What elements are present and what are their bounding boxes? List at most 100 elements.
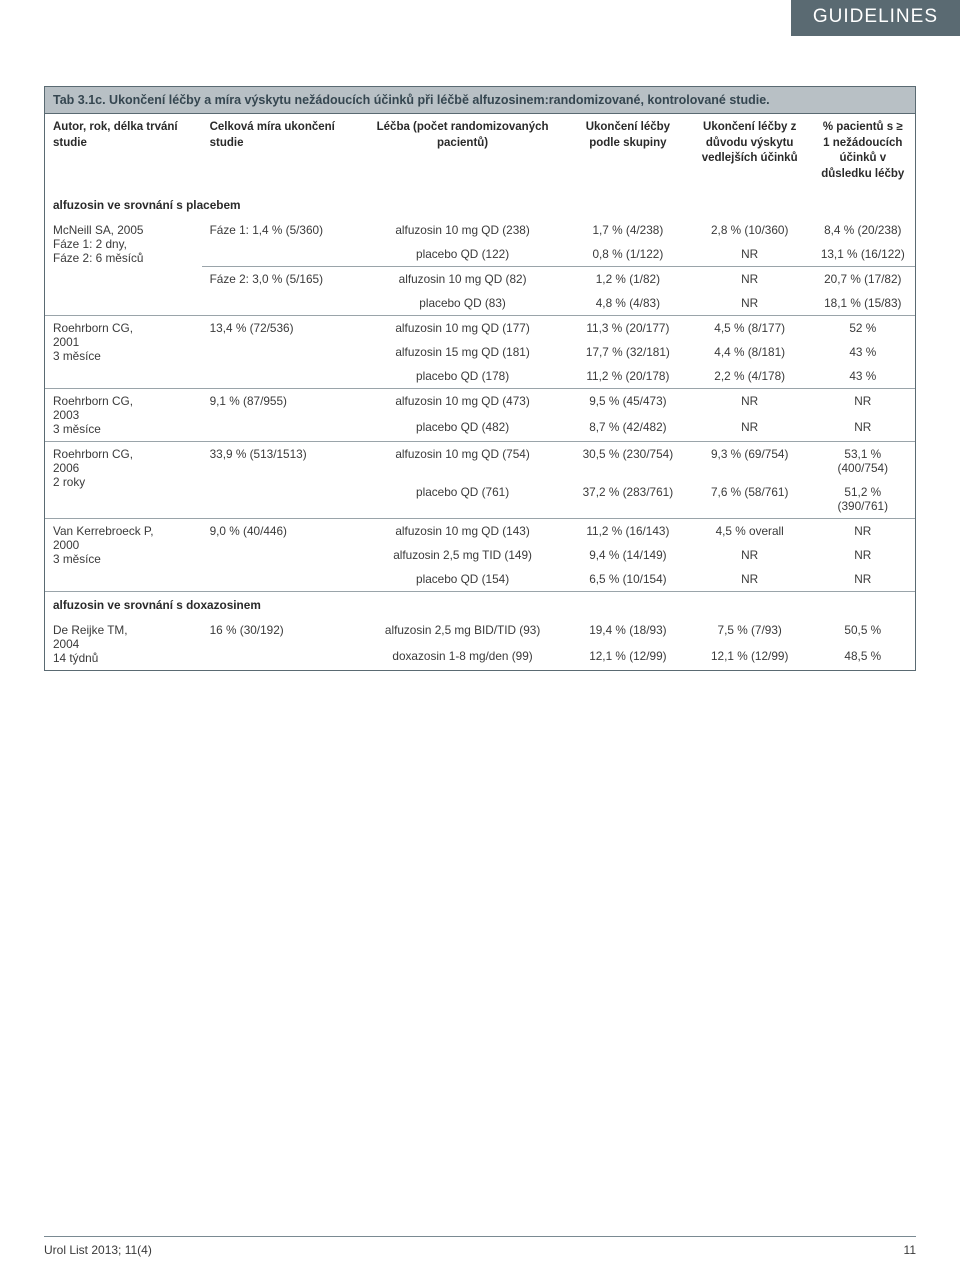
author-line: De Reijke TM, — [53, 623, 128, 637]
cell: placebo QD (122) — [358, 242, 567, 267]
cell: NR — [811, 519, 915, 544]
rate-cell: 9,0 % (40/446) — [202, 519, 359, 592]
cell: placebo QD (761) — [358, 480, 567, 519]
cell: 2,8 % (10/360) — [689, 218, 811, 242]
author-cell: Roehrborn CG, 2006 2 roky — [45, 442, 202, 519]
cell: 1,2 % (1/82) — [567, 267, 689, 292]
cell: doxazosin 1-8 mg/den (99) — [358, 644, 567, 670]
guidelines-tab: GUIDELINES — [791, 0, 960, 36]
cell: alfuzosin 15 mg QD (181) — [358, 340, 567, 364]
author-line: Fáze 2: 6 měsíců — [53, 251, 143, 265]
cell: alfuzosin 10 mg QD (473) — [358, 389, 567, 416]
author-line: 2001 — [53, 335, 79, 349]
table-row: De Reijke TM, 2004 14 týdnů 16 % (30/192… — [45, 618, 915, 644]
rate-cell: 13,4 % (72/536) — [202, 316, 359, 389]
author-line: Roehrborn CG, — [53, 321, 133, 335]
cell: 12,1 % (12/99) — [567, 644, 689, 670]
cell: NR — [689, 543, 811, 567]
table-row: McNeill SA, 2005 Fáze 1: 2 dny, Fáze 2: … — [45, 218, 915, 242]
cell: placebo QD (178) — [358, 364, 567, 389]
author-line: 3 měsíce — [53, 349, 101, 363]
table-row: Roehrborn CG, 2006 2 roky 33,9 % (513/15… — [45, 442, 915, 481]
page-number: 11 — [904, 1243, 916, 1257]
cell: 50,5 % — [811, 618, 915, 644]
cell: 52 % — [811, 316, 915, 341]
author-cell: Roehrborn CG, 2001 3 měsíce — [45, 316, 202, 389]
cell: placebo QD (83) — [358, 291, 567, 316]
table-row: Roehrborn CG, 2001 3 měsíce 13,4 % (72/5… — [45, 316, 915, 341]
footer-citation: Urol List 2013; 11(4) — [44, 1243, 152, 1257]
cell: 6,5 % (10/154) — [567, 567, 689, 592]
cell: 53,1 % (400/754) — [811, 442, 915, 481]
cell: alfuzosin 10 mg QD (754) — [358, 442, 567, 481]
cell: NR — [689, 242, 811, 267]
cell: 43 % — [811, 340, 915, 364]
cell: 20,7 % (17/82) — [811, 267, 915, 292]
cell: 9,3 % (69/754) — [689, 442, 811, 481]
author-line: Fáze 1: 2 dny, — [53, 237, 127, 251]
col-pct-ae: % pacientů s ≥ 1 nežádoucích účinků v dů… — [811, 114, 915, 192]
cell: 30,5 % (230/754) — [567, 442, 689, 481]
cell: 7,6 % (58/761) — [689, 480, 811, 519]
cell: NR — [811, 567, 915, 592]
cell: 4,4 % (8/181) — [689, 340, 811, 364]
cell: 9,4 % (14/149) — [567, 543, 689, 567]
cell: 2,2 % (4/178) — [689, 364, 811, 389]
cell: alfuzosin 10 mg QD (143) — [358, 519, 567, 544]
cell: 12,1 % (12/99) — [689, 644, 811, 670]
author-cell: Van Kerrebroeck P, 2000 3 měsíce — [45, 519, 202, 592]
col-author: Autor, rok, délka trvání studie — [45, 114, 202, 192]
cell: 43 % — [811, 364, 915, 389]
author-line: Van Kerrebroeck P, — [53, 524, 154, 538]
author-line: 2003 — [53, 408, 79, 422]
author-cell: Roehrborn CG, 2003 3 měsíce — [45, 389, 202, 442]
rate-cell: 33,9 % (513/1513) — [202, 442, 359, 519]
data-table: Tab 3.1c. Ukončení léčby a míra výskytu … — [44, 86, 916, 671]
cell: 4,5 % overall — [689, 519, 811, 544]
table-header-row: Autor, rok, délka trvání studie Celková … — [45, 114, 915, 192]
cell: NR — [689, 291, 811, 316]
author-cell: McNeill SA, 2005 Fáze 1: 2 dny, Fáze 2: … — [45, 218, 202, 316]
cell: 4,5 % (8/177) — [689, 316, 811, 341]
col-overall-rate: Celková míra ukončení studie — [202, 114, 359, 192]
section-doxazosin: alfuzosin ve srovnání s doxazosinem — [45, 592, 915, 619]
cell: NR — [689, 567, 811, 592]
col-treatment: Léčba (počet randomizovaných pacientů) — [358, 114, 567, 192]
cell: 51,2 % (390/761) — [811, 480, 915, 519]
cell: 1,7 % (4/238) — [567, 218, 689, 242]
cell: NR — [811, 389, 915, 416]
cell: 13,1 % (16/122) — [811, 242, 915, 267]
col-disc-group: Ukončení léčby podle skupiny — [567, 114, 689, 192]
cell: 11,3 % (20/177) — [567, 316, 689, 341]
section-label: alfuzosin ve srovnání s placebem — [45, 192, 915, 218]
cell: 48,5 % — [811, 644, 915, 670]
cell: 7,5 % (7/93) — [689, 618, 811, 644]
rate-cell: 9,1 % (87/955) — [202, 389, 359, 442]
cell: placebo QD (154) — [358, 567, 567, 592]
study-table: Autor, rok, délka trvání studie Celková … — [45, 114, 915, 670]
cell: 11,2 % (16/143) — [567, 519, 689, 544]
cell: alfuzosin 10 mg QD (238) — [358, 218, 567, 242]
cell: NR — [811, 415, 915, 442]
rate-cell: Fáze 2: 3,0 % (5/165) — [202, 267, 359, 316]
author-line: 14 týdnů — [53, 651, 98, 665]
cell: 18,1 % (15/83) — [811, 291, 915, 316]
author-line: 3 měsíce — [53, 552, 101, 566]
cell: 19,4 % (18/93) — [567, 618, 689, 644]
cell: placebo QD (482) — [358, 415, 567, 442]
cell: NR — [689, 415, 811, 442]
cell: 11,2 % (20/178) — [567, 364, 689, 389]
section-label: alfuzosin ve srovnání s doxazosinem — [45, 592, 915, 619]
rate-cell: 16 % (30/192) — [202, 618, 359, 670]
cell: 4,8 % (4/83) — [567, 291, 689, 316]
author-line: Roehrborn CG, — [53, 394, 133, 408]
author-line: 2004 — [53, 637, 79, 651]
author-line: McNeill SA, 2005 — [53, 223, 143, 237]
table-row: Roehrborn CG, 2003 3 měsíce 9,1 % (87/95… — [45, 389, 915, 416]
cell: 8,4 % (20/238) — [811, 218, 915, 242]
cell: NR — [811, 543, 915, 567]
table-row: Van Kerrebroeck P, 2000 3 měsíce 9,0 % (… — [45, 519, 915, 544]
author-line: Roehrborn CG, — [53, 447, 133, 461]
cell: alfuzosin 2,5 mg BID/TID (93) — [358, 618, 567, 644]
table-title: Tab 3.1c. Ukončení léčby a míra výskytu … — [45, 87, 915, 114]
